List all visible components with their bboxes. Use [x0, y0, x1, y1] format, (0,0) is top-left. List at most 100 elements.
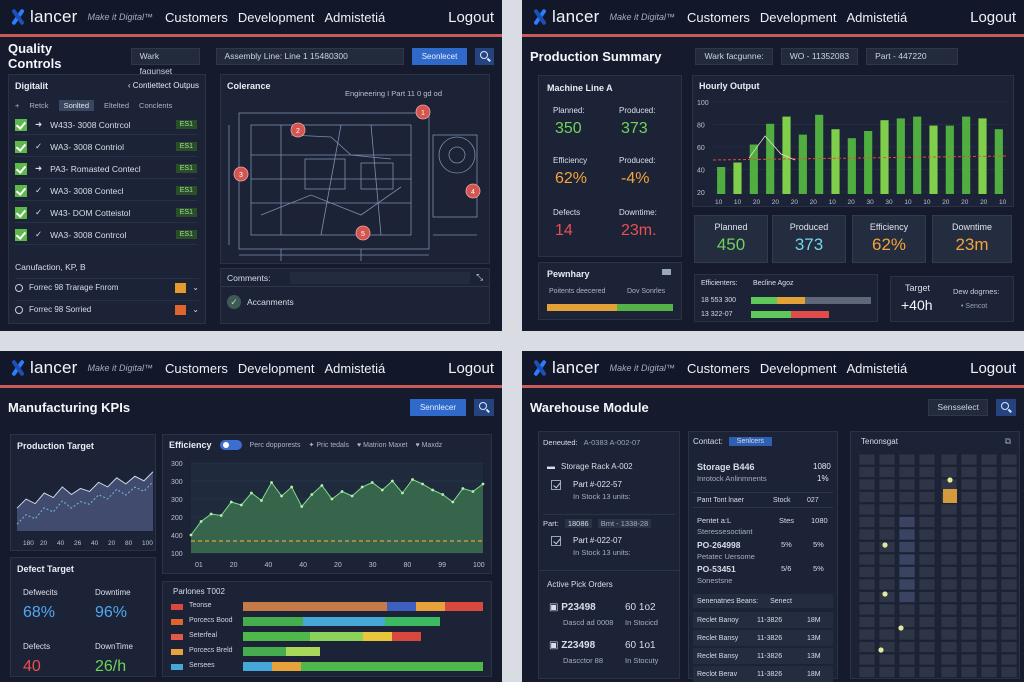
nav-administration[interactable]: Admistetiá: [324, 9, 386, 25]
assembly-line-field[interactable]: Assembly Line: Line 1 15480300: [215, 47, 404, 65]
brand-logo[interactable]: lancer Make it Digital™: [530, 7, 675, 27]
part-filter-value[interactable]: 18086: [564, 519, 592, 528]
check-row[interactable]: ✓ WA3- 3008 Contecl ES1: [15, 181, 197, 201]
kpi-card-efficiency[interactable]: Efficiency 62%: [852, 215, 926, 263]
select-button[interactable]: Seonlecet: [411, 47, 468, 65]
logout-link[interactable]: Logout: [448, 8, 494, 26]
kpi-card-produced[interactable]: Produced 373: [772, 215, 846, 263]
nav-development[interactable]: Development: [237, 360, 315, 376]
y-tick-label: 300: [171, 497, 183, 504]
checkbox-icon[interactable]: [551, 480, 561, 490]
logout-link[interactable]: Logout: [970, 8, 1016, 26]
nav-administration[interactable]: Admistetiá: [846, 9, 908, 25]
kpi-card-planned[interactable]: Planned 450: [694, 215, 768, 263]
nav-customers[interactable]: Customers: [165, 360, 228, 376]
efficiency-chart[interactable]: 300 300 300 200 400 100 01 20 40 40 20 30 80 99 100: [163, 435, 493, 575]
nav-development[interactable]: Development: [237, 9, 315, 25]
nav-customers[interactable]: Customers: [165, 9, 228, 25]
tab-sorted[interactable]: Sonlted: [58, 99, 94, 111]
chevron-down-icon[interactable]: ⌄: [192, 305, 199, 314]
order-id[interactable]: ▣ Z23498: [549, 640, 596, 651]
checkbox-checked-icon[interactable]: [15, 184, 27, 197]
location-row[interactable]: Reclet Bansy 11-3826 13M: [693, 630, 833, 646]
list-header-select[interactable]: Senect: [770, 597, 792, 605]
nav-customers[interactable]: Customers: [687, 9, 750, 25]
search-icon[interactable]: [996, 398, 1016, 416]
part-field[interactable]: Part - 447220: [866, 47, 959, 65]
picker-marker: [947, 477, 953, 483]
order-id[interactable]: ▣ P23498: [549, 602, 596, 613]
check-row[interactable]: ✓ W43- DOM Cotteistol ES1: [15, 203, 197, 223]
nav-development[interactable]: Development: [759, 9, 837, 25]
checkbox-checked-icon[interactable]: [15, 206, 27, 219]
nav-development[interactable]: Development: [759, 360, 837, 376]
checkbox-checked-icon[interactable]: [15, 118, 27, 131]
work-field[interactable]: Wark fagunset: [130, 47, 200, 76]
hourly-output-chart[interactable]: 100 80 60 40 20 10 10 20 20 20 20 10 20 30 30 10 10 20 20 2…: [693, 76, 1015, 208]
efficiency-point: [451, 500, 455, 504]
nav-administration[interactable]: Admistetiá: [324, 360, 386, 376]
comment-input[interactable]: [290, 271, 471, 284]
outputs-link[interactable]: ‹ Contiettect Outpus: [127, 81, 199, 90]
menu-icon[interactable]: [662, 269, 671, 275]
storage-slot: [898, 616, 916, 628]
production-target-chart[interactable]: 180 20 40 26 40 20 80 100: [11, 435, 157, 552]
contact-select-button[interactable]: Senlcers: [728, 437, 773, 446]
check-row[interactable]: ✓ WA3- 3008 Contrcol ES1: [15, 225, 197, 245]
kpi-card-downtime[interactable]: Downtime 23m: [932, 215, 1012, 263]
search-icon[interactable]: [475, 47, 495, 65]
select-button[interactable]: Sennlecer: [409, 398, 466, 416]
tab-retck[interactable]: Retck: [29, 100, 49, 110]
nav-customers[interactable]: Customers: [687, 360, 750, 376]
location-row[interactable]: Reclet Banoy 11-3826 18M: [693, 612, 833, 628]
brand-logo[interactable]: lancer Make it Digital™: [8, 358, 153, 378]
storage-slot: [878, 453, 896, 466]
work-order-field[interactable]: WO - 11352083: [780, 47, 859, 65]
storage-slot: [980, 503, 998, 516]
location-row[interactable]: Reclot Berav 11-3826 18M: [693, 666, 833, 682]
logout-link[interactable]: Logout: [970, 359, 1016, 377]
nav-administration[interactable]: Admistetiá: [846, 360, 908, 376]
check-row[interactable]: ➜ PA3- Romasted Contecl ES1: [15, 159, 197, 179]
search-icon[interactable]: [474, 398, 494, 416]
hourly-bar: [831, 129, 840, 194]
logout-link[interactable]: Logout: [448, 359, 494, 377]
target-sub[interactable]: • Sencot: [961, 303, 988, 310]
storage-slot: [858, 603, 876, 616]
dropdown-row[interactable]: Forrec 98 Sorried ⌄: [15, 300, 199, 318]
warehouse-map[interactable]: [851, 432, 1021, 680]
storage-slot: [1000, 503, 1018, 516]
storage-slot: [898, 653, 916, 666]
tab-elteted[interactable]: Eltelted: [104, 100, 130, 110]
location-row[interactable]: Reclet Bansy 11-3826 13M: [693, 648, 833, 664]
checkbox-checked-icon[interactable]: [15, 140, 27, 153]
work-field[interactable]: Wark facgunne:: [695, 47, 773, 65]
radio-icon[interactable]: [15, 283, 23, 292]
brand-logo[interactable]: lancer Make it Digital™: [530, 358, 675, 378]
check-row[interactable]: ➜ W433- 3008 Contrcol ES1: [15, 115, 197, 135]
efficiency-toggle[interactable]: [219, 440, 242, 450]
checkbox-icon[interactable]: [551, 536, 561, 546]
po-number[interactable]: PO-264998: [697, 540, 741, 550]
dropdown-row[interactable]: Forrec 98 Trarage Fnrom ⌄: [15, 278, 199, 296]
checkbox-checked-icon[interactable]: [15, 162, 27, 175]
tab-conclents[interactable]: Conclents: [139, 100, 173, 110]
po-number[interactable]: PO-53451: [697, 564, 736, 574]
checkbox-checked-icon[interactable]: [15, 228, 27, 241]
brand-logo[interactable]: lancer Make it Digital™: [8, 7, 153, 27]
top-bar: lancer Make it Digital™ Customers Develo…: [522, 351, 1024, 385]
engineering-drawing[interactable]: 1 2 3 4 5: [221, 75, 491, 265]
expand-icon[interactable]: ⤡: [476, 272, 483, 282]
part-filter-sub[interactable]: Bmt - 1338-28: [597, 519, 652, 528]
marker-4: [465, 183, 481, 199]
map-expand-icon[interactable]: ⧉: [1004, 436, 1011, 446]
comment-item[interactable]: ✓ Accanments: [227, 295, 294, 309]
storage-rack-row[interactable]: ▬ Storage Rack A-002: [547, 462, 633, 471]
tab-add[interactable]: +: [15, 100, 20, 110]
chevron-down-icon[interactable]: ⌄: [192, 283, 199, 292]
select-button[interactable]: Sensselect: [928, 398, 988, 416]
storage-tab-label[interactable]: Deneuted:: [543, 438, 578, 447]
y-tick-label: 20: [697, 190, 705, 197]
check-row[interactable]: ✓ WA3- 3008 Contriol ES1: [15, 137, 197, 157]
radio-icon[interactable]: [15, 305, 23, 314]
